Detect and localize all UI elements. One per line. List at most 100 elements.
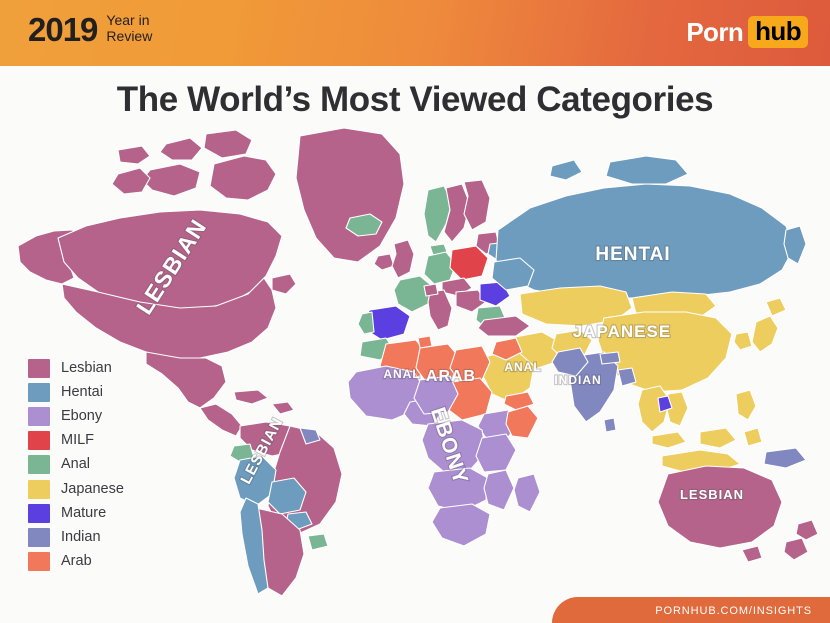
- year-in-review-label: Year in Review: [106, 12, 152, 44]
- map-label-japanese-china: JAPANESE: [573, 322, 671, 341]
- legend-swatch: [28, 552, 50, 572]
- year-in-review-line1: Year in: [106, 12, 150, 28]
- footer-bar: PORNHUB.COM/INSIGHTS: [552, 597, 830, 623]
- region-cuba: [233, 389, 269, 405]
- region-australia: [657, 465, 783, 549]
- legend-label: Indian: [61, 528, 101, 545]
- region-borneo: [699, 427, 737, 449]
- legend-item-lesbian: Lesbian: [28, 356, 178, 380]
- region-finland: [463, 179, 491, 231]
- region-tunisia: [417, 335, 433, 349]
- legend-swatch: [28, 455, 50, 475]
- region-sri-lanka: [603, 417, 617, 433]
- region-russia: [495, 183, 795, 299]
- region-united-kingdom: [391, 239, 415, 279]
- region-korea: [733, 331, 753, 351]
- legend-swatch: [28, 358, 50, 378]
- year-in-review-block: 2019 Year in Review: [28, 11, 152, 49]
- legend-swatch: [28, 479, 50, 499]
- region-uruguay: [307, 533, 329, 551]
- legend-label: Mature: [61, 504, 107, 521]
- legend-swatch: [28, 431, 50, 451]
- region-kazakhstan: [519, 285, 633, 327]
- map-label-anal-middle-east: ANAL: [504, 360, 541, 374]
- legend-label: Lesbian: [61, 359, 112, 376]
- region-iraq: [491, 337, 523, 361]
- legend-item-anal: Anal: [28, 453, 178, 477]
- legend-label: Arab: [61, 553, 92, 570]
- pornhub-logo[interactable]: Porn hub: [686, 16, 808, 48]
- region-arctic-isle-a: [159, 137, 203, 161]
- legend: Lesbian Hentai Ebony MILF Anal Japanese Mature…: [28, 356, 178, 574]
- region-ellesmere-island: [203, 129, 253, 159]
- region-libya: [415, 343, 461, 383]
- legend-item-milf: MILF: [28, 429, 178, 453]
- region-south-africa: [431, 503, 491, 547]
- region-mexico: [145, 351, 227, 409]
- region-somalia: [505, 405, 539, 439]
- region-new-zealand-north: [795, 519, 819, 541]
- region-philippines: [735, 389, 757, 421]
- region-new-zealand-south: [783, 537, 809, 561]
- region-norway: [423, 185, 453, 243]
- region-kamchatka: [783, 225, 807, 265]
- region-guyana: [299, 427, 321, 445]
- region-nepal: [599, 351, 621, 365]
- footer-url[interactable]: PORNHUB.COM/INSIGHTS: [655, 605, 812, 617]
- region-syria-turkey: [477, 315, 531, 337]
- region-greenland: [295, 127, 405, 263]
- page-title: The World’s Most Viewed Categories: [116, 80, 714, 119]
- region-iceland: [345, 213, 383, 237]
- region-peru: [233, 455, 277, 507]
- legend-label: Ebony: [61, 407, 103, 424]
- legend-item-arab: Arab: [28, 550, 178, 574]
- year-label: 2019: [28, 11, 98, 48]
- map-label-lesbian-australia: LESBIAN: [680, 487, 744, 502]
- region-chile: [239, 497, 269, 595]
- region-papua-new-guinea: [763, 447, 807, 469]
- world-map: LESBIAN LESBIAN LESBIAN HENTAI JAPANESE ANAL A…: [0, 126, 830, 596]
- legend-item-mature: Mature: [28, 501, 178, 525]
- region-france: [393, 275, 433, 313]
- legend-item-ebony: Ebony: [28, 404, 178, 428]
- logo-text-hub: hub: [748, 16, 808, 48]
- region-central-america: [199, 403, 243, 437]
- region-italy: [427, 289, 453, 331]
- region-japan-north: [765, 297, 787, 317]
- region-kenya-tanzania: [475, 433, 517, 473]
- region-victoria-island: [141, 163, 201, 197]
- legend-swatch: [28, 382, 50, 402]
- region-chad-niger: [413, 375, 459, 415]
- region-switzerland: [423, 283, 439, 297]
- region-hispaniola: [271, 401, 295, 415]
- region-sweden: [443, 183, 471, 243]
- map-label-indian-india: INDIAN: [554, 373, 601, 387]
- legend-item-japanese: Japanese: [28, 477, 178, 501]
- region-poland: [449, 245, 489, 281]
- legend-label: MILF: [61, 432, 95, 449]
- legend-swatch: [28, 503, 50, 523]
- header-bar: 2019 Year in Review Porn hub: [0, 0, 830, 66]
- region-banks-island: [111, 167, 151, 195]
- region-japan: [751, 315, 779, 353]
- region-portugal: [357, 311, 375, 335]
- region-russia-far-north: [605, 155, 689, 185]
- region-mozambique: [483, 469, 515, 511]
- region-malaysia: [651, 431, 687, 449]
- region-laos: [657, 395, 673, 413]
- region-hungary-balkans: [455, 289, 487, 313]
- map-label-hentai-russia: HENTAI: [595, 244, 670, 265]
- region-arctic-isle-b: [117, 145, 151, 165]
- map-label-anal-north-africa: ANAL: [383, 367, 420, 381]
- region-baffin-island: [209, 155, 277, 201]
- legend-item-indian: Indian: [28, 525, 178, 549]
- region-pakistan: [551, 347, 589, 377]
- region-madagascar: [513, 473, 541, 513]
- region-novaya-zemlya: [549, 159, 583, 181]
- footer-shape: [552, 597, 830, 623]
- region-bolivia: [267, 477, 307, 515]
- region-ukraine: [491, 257, 535, 291]
- legend-swatch: [28, 406, 50, 426]
- map-label-arab-egypt: ARAB: [426, 368, 476, 385]
